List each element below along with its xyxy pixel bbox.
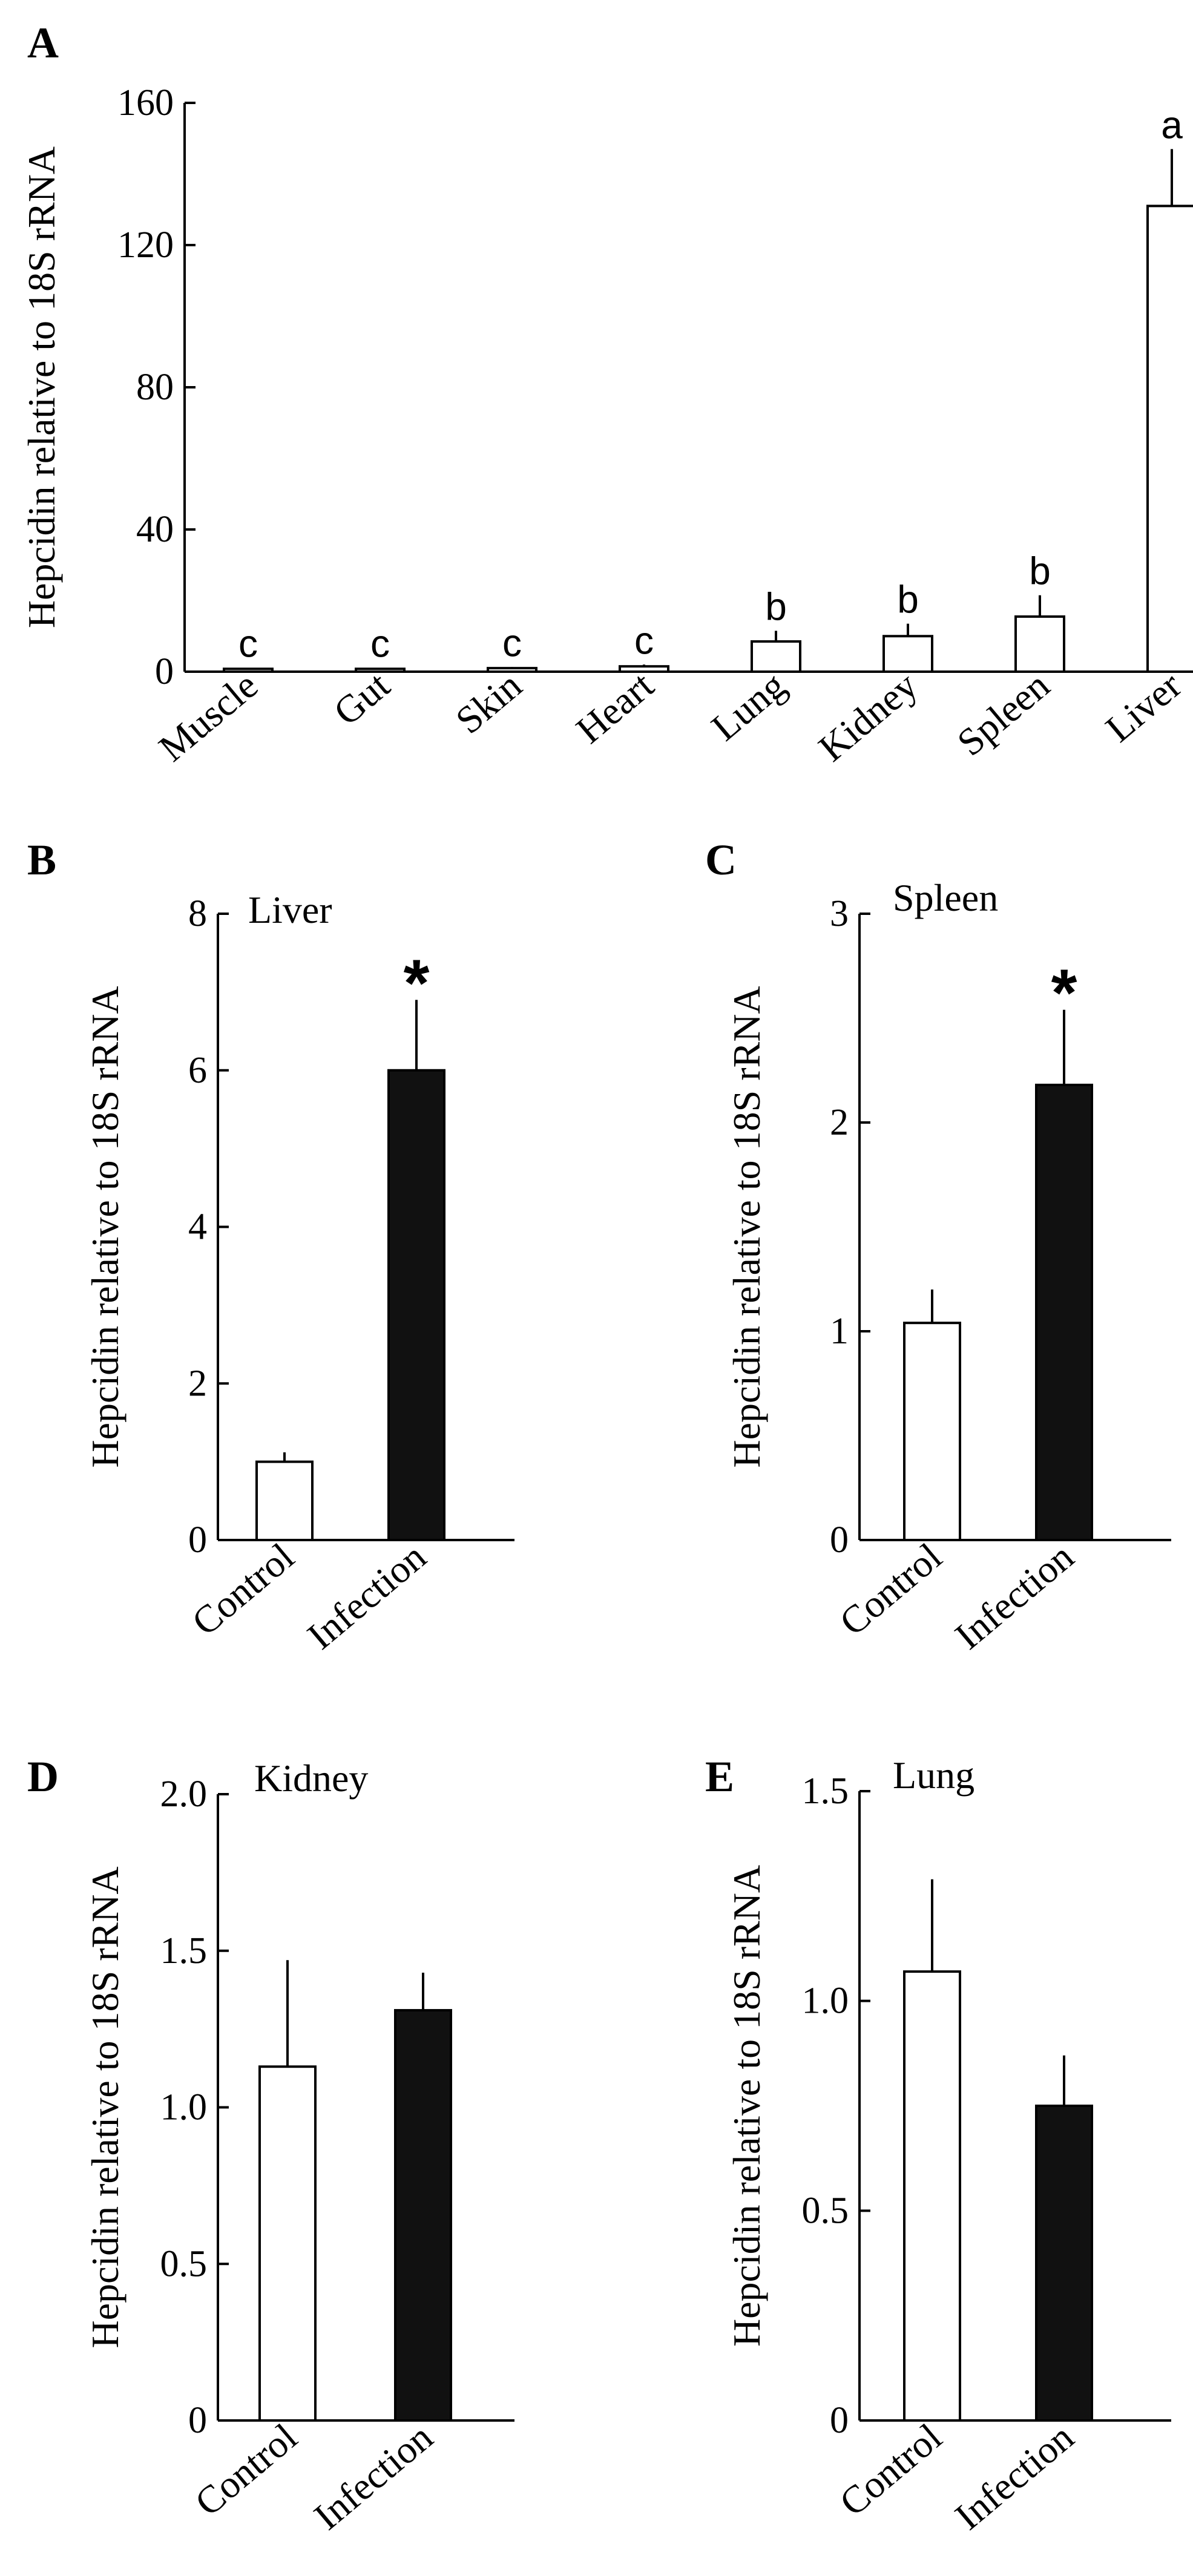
y-axis-label: Hepcidin relative to 18S rRNA bbox=[84, 1866, 127, 2348]
significance-label: c bbox=[502, 621, 522, 664]
y-tick-label: 1.5 bbox=[802, 1771, 849, 1812]
category-label: Infection bbox=[947, 2415, 1082, 2538]
category-label: Control bbox=[832, 2415, 950, 2524]
category-label: Gut bbox=[326, 663, 398, 733]
significance-label: b bbox=[1029, 549, 1051, 593]
y-tick-label: 0.5 bbox=[802, 2190, 849, 2231]
category-label: Skin bbox=[447, 663, 530, 742]
panel-letter: D bbox=[27, 1752, 59, 1801]
y-tick-label: 160 bbox=[117, 82, 174, 123]
y-tick-label: 0 bbox=[830, 1519, 849, 1561]
category-label: Infection bbox=[947, 1535, 1082, 1657]
significance-label: * bbox=[1051, 956, 1077, 1031]
chart-title: Liver bbox=[248, 888, 332, 931]
panel-C: C 0 1 2 3 Hepcidin relative to 18S rRNA Spleen… bbox=[705, 836, 1171, 1657]
panel-letter: E bbox=[705, 1752, 734, 1801]
category-label: Lung bbox=[703, 663, 794, 749]
bar-infection bbox=[1035, 2105, 1093, 2422]
category-label: Infection bbox=[306, 2415, 441, 2538]
panel-letter: A bbox=[27, 19, 59, 67]
y-tick-label: 1.0 bbox=[802, 1981, 849, 2022]
y-tick-label: 6 bbox=[188, 1050, 207, 1091]
y-tick-label: 4 bbox=[188, 1207, 207, 1248]
significance-label: b bbox=[765, 585, 787, 628]
y-axis-label: Hepcidin relative to 18S rRNA bbox=[725, 1865, 768, 2347]
y-tick-label: 2 bbox=[830, 1102, 849, 1143]
significance-label: c bbox=[370, 622, 390, 666]
y-tick-label: 8 bbox=[188, 893, 207, 934]
y-tick-label: 80 bbox=[136, 367, 174, 408]
y-tick-label: 1 bbox=[830, 1311, 849, 1352]
chart-title: Lung bbox=[893, 1754, 974, 1797]
bar-kidney bbox=[882, 635, 933, 673]
y-tick-label: 0 bbox=[155, 651, 174, 692]
significance-label: c bbox=[238, 622, 258, 666]
bar-lung bbox=[751, 640, 801, 673]
chart-title: Kidney bbox=[254, 1757, 368, 1800]
y-tick-label: 1.0 bbox=[160, 2087, 208, 2128]
y-tick-label: 2 bbox=[188, 1363, 207, 1404]
significance-label: * bbox=[404, 946, 430, 1020]
significance-label: a bbox=[1161, 103, 1183, 146]
significance-label: c bbox=[634, 618, 654, 662]
y-tick-label: 0 bbox=[188, 2400, 207, 2441]
bar-liver bbox=[1146, 205, 1193, 673]
significance-label: b bbox=[897, 578, 919, 621]
panel-E: E 0 0.5 1.0 1.5 Hepcidin relative to 18S rRNA… bbox=[705, 1752, 1171, 2538]
bar-infection bbox=[387, 1069, 445, 1541]
y-tick-label: 0 bbox=[188, 1519, 207, 1561]
category-label: Control bbox=[832, 1535, 950, 1644]
bar-control bbox=[903, 1322, 961, 1541]
bar-infection bbox=[1035, 1083, 1093, 1541]
panel-D: D 0 0.5 1.0 1.5 2.0 Hepcidin relative to 18S r… bbox=[27, 1752, 514, 2538]
category-label: Kidney bbox=[810, 663, 925, 769]
category-label: Liver bbox=[1097, 663, 1189, 750]
y-tick-label: 3 bbox=[830, 893, 849, 934]
y-tick-label: 2.0 bbox=[160, 1774, 208, 1815]
bar-control bbox=[903, 1970, 961, 2422]
y-tick-label: 0 bbox=[830, 2400, 849, 2441]
chart-title: Spleen bbox=[893, 876, 998, 919]
category-label: Spleen bbox=[949, 663, 1057, 764]
y-tick-label: 40 bbox=[136, 509, 174, 550]
bar-control bbox=[258, 2065, 317, 2422]
y-tick-label: 120 bbox=[117, 224, 174, 266]
bar-spleen bbox=[1014, 615, 1065, 673]
y-axis-label: Hepcidin relative to 18S rRNA bbox=[84, 986, 127, 1467]
bar-infection bbox=[394, 2009, 452, 2422]
category-label: Infection bbox=[299, 1535, 434, 1657]
panel-letter: C bbox=[705, 836, 737, 884]
panel-A: A 0 40 80 120 160 Hepcidin relative to 18S rRN… bbox=[20, 19, 1193, 770]
y-axis-label: Hepcidin relative to 18S rRNA bbox=[725, 986, 768, 1467]
bar-control bbox=[255, 1460, 314, 1541]
panel-B: B 0 2 4 6 8 Hepcidin relative to 18S rRNA Liver… bbox=[27, 836, 514, 1657]
y-tick-label: 1.5 bbox=[160, 1930, 208, 1971]
y-axis-label: Hepcidin relative to 18S rRNA bbox=[20, 146, 63, 628]
y-tick-label: 0.5 bbox=[160, 2243, 208, 2284]
panel-letter: B bbox=[27, 836, 56, 884]
category-label: Heart bbox=[568, 663, 662, 752]
